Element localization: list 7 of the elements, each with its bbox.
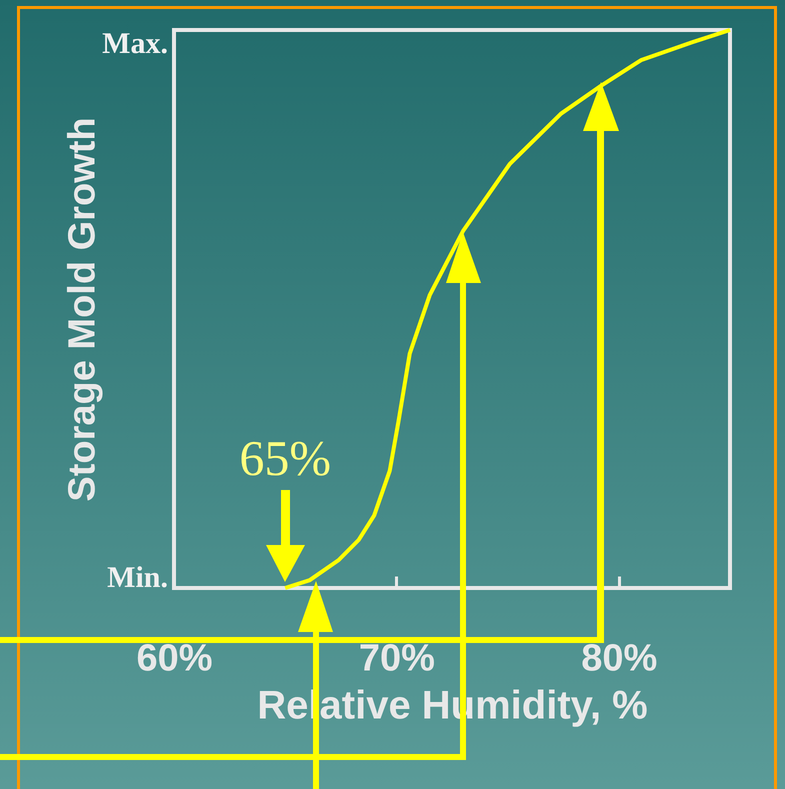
x-tick-label: 60% xyxy=(136,638,213,680)
text: Max. xyxy=(102,27,168,60)
annotation: 65% xyxy=(239,430,332,486)
x-tick-label: 70% xyxy=(358,638,435,680)
text: Min. xyxy=(107,561,168,594)
x-tick-label: 80% xyxy=(581,638,658,680)
y-axis-title: Storage Mold Growth xyxy=(62,117,104,502)
